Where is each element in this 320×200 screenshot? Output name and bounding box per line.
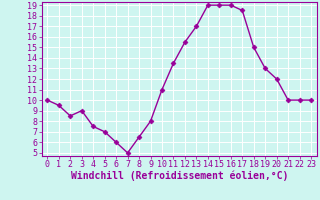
X-axis label: Windchill (Refroidissement éolien,°C): Windchill (Refroidissement éolien,°C) [70,171,288,181]
